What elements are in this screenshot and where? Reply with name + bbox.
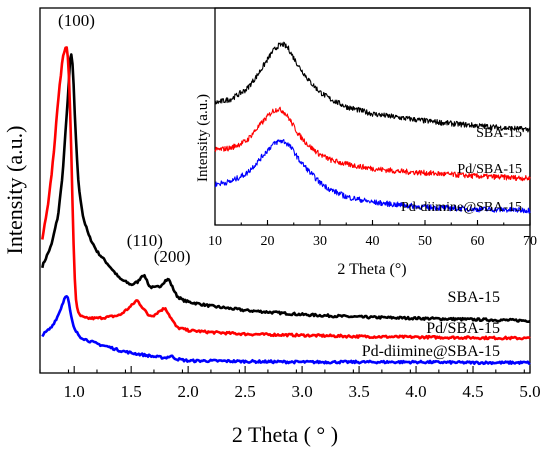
inset-x-tick-label: 40 (366, 234, 380, 249)
main-x-tick-label: 5.0 (519, 382, 540, 401)
inset-x-tick-label: 50 (418, 234, 432, 249)
main-series-pd-sba-15 (41, 46, 531, 341)
main-x-tick-label: 4.5 (462, 382, 483, 401)
inset-series-label-pd-sba-15: Pd/SBA-15 (457, 162, 522, 177)
inset-series-pd-sba-15 (214, 106, 531, 182)
inset-series-sba-15 (214, 41, 531, 133)
main-y-axis-label: Intensity (a.u.) (2, 126, 27, 255)
main-x-tick-label: 4.0 (405, 382, 426, 401)
main-x-axis-label: 2 Theta ( ° ) (232, 422, 338, 447)
inset-series-pd-diimine-sba-15 (214, 139, 531, 214)
main-x-tick-label: 3.5 (348, 382, 369, 401)
main-x-tick-label: 2.5 (234, 382, 255, 401)
main-series-label-sba-15: SBA-15 (448, 289, 500, 306)
inset-series-label-sba-15: SBA-15 (476, 126, 522, 141)
main-x-ticks: 1.0 1.5 2.0 2.5 3.0 3.5 4.0 4.5 5.0 (39, 366, 541, 401)
main-series-label-pd-sba-15: Pd/SBA-15 (426, 320, 500, 337)
inset-x-axis-label: 2 Theta (°) (337, 261, 406, 278)
inset-x-tick-label: 20 (261, 234, 275, 249)
inset-x-tick-label: 60 (471, 234, 485, 249)
main-peak-labels: (100) (110)(200) (58, 11, 191, 266)
main-series-label-pd-diimine-sba-15: Pd-diimine@SBA-15 (362, 343, 500, 360)
peak-label-110: (110) (127, 231, 163, 250)
main-x-tick-label: 1.0 (64, 382, 85, 401)
main-series-pd-diimine-sba-15 (41, 294, 531, 366)
inset-x-tick-label: 70 (523, 234, 537, 249)
main-series-sba-15 (41, 53, 531, 324)
inset-x-tick-label: 10 (208, 234, 222, 249)
main-x-tick-label: 2.0 (178, 382, 199, 401)
inset-series-label-pd-diimine-sba-15: Pd-diimine@SBA-15 (401, 200, 522, 215)
inset-y-axis-label: Intensity (a.u.) (195, 94, 211, 182)
peak-label-100: (100) (58, 11, 95, 30)
main-series-group (41, 46, 531, 366)
main-series-labels: SBA-15 Pd/SBA-15 Pd-diimine@SBA-15 (362, 289, 500, 360)
inset-series-labels: SBA-15 Pd/SBA-15 Pd-diimine@SBA-15 (401, 126, 522, 215)
peak-label-200: (200) (154, 247, 191, 266)
inset-series-group (214, 41, 531, 214)
main-x-tick-label: 1.5 (121, 382, 142, 401)
inset-x-ticks: 10 20 30 40 50 60 70 (208, 220, 537, 249)
inset-x-tick-label: 30 (313, 234, 327, 249)
main-x-tick-label: 3.0 (291, 382, 312, 401)
